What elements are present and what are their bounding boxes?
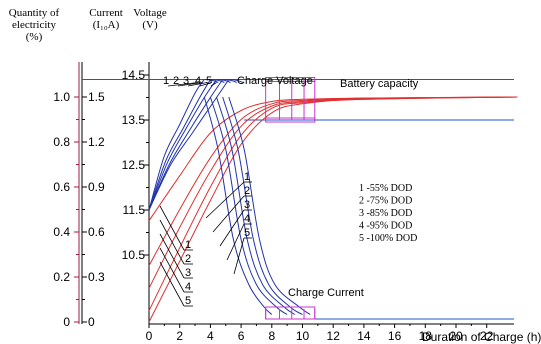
- current-tick-label: 0.9: [88, 180, 105, 194]
- bottom-series-number: 4: [185, 281, 191, 293]
- current-tick-label: 0.3: [88, 270, 105, 284]
- capacity-curve-3: [149, 97, 517, 288]
- quantity-tick-label: 0.4: [53, 225, 70, 239]
- bottom-series-number: 3: [185, 267, 191, 279]
- mid-leader-line: [206, 182, 244, 218]
- quantity-tick-label: 0.8: [53, 135, 70, 149]
- voltage-tick-label: 13.5: [122, 113, 146, 127]
- top-series-number: 5: [206, 75, 212, 87]
- x-tick-label: 4: [207, 329, 214, 343]
- mid-series-number: 3: [244, 199, 250, 211]
- legend-entry-1: 1 -55% DOD: [359, 183, 412, 194]
- top-series-number: 2: [173, 75, 179, 87]
- x-tick-label: 6: [238, 329, 245, 343]
- voltage-curve-3: [149, 80, 217, 211]
- x-axis-label: Duration of Charge (h): [422, 330, 541, 344]
- mid-series-number: 1: [244, 171, 250, 183]
- top-series-number: 1: [163, 75, 169, 87]
- bottom-series-number: 2: [185, 253, 191, 265]
- bottom-leader-line: [160, 234, 184, 278]
- current-tick-label: 1.2: [88, 135, 105, 149]
- mid-series-number: 2: [244, 185, 250, 197]
- charge-voltage-label: Charge Voltage: [237, 75, 313, 87]
- legend-entry-4: 4 -95% DOD: [359, 221, 412, 232]
- x-tick-label: 2: [176, 329, 183, 343]
- x-tick-label: 10: [296, 329, 310, 343]
- x-tick-label: 14: [357, 329, 371, 343]
- mid-series-number: 4: [244, 213, 250, 225]
- quantity-tick-label: 0.6: [53, 180, 70, 194]
- charge-current-label: Charge Current: [288, 287, 364, 299]
- top-series-number: 3: [183, 75, 189, 87]
- bottom-series-number: 1: [185, 239, 191, 251]
- voltage-tick-label: 11.5: [123, 203, 146, 217]
- mid-series-number: 5: [244, 227, 250, 239]
- voltage-tick-label: 10.5: [122, 248, 146, 262]
- x-tick-label: 8: [268, 329, 275, 343]
- bottom-series-number: 5: [185, 295, 191, 307]
- battery-capacity-label: Battery capacity: [340, 78, 419, 90]
- mid-leader-line: [220, 210, 244, 246]
- voltage-tick-label: 12.5: [122, 158, 146, 172]
- quantity-tick-label: 0: [63, 315, 70, 329]
- current-tick-label: 0.6: [88, 225, 105, 239]
- mid-leader-line: [213, 196, 244, 232]
- current-tick-label: 0: [88, 315, 95, 329]
- current-tick-label: 1.5: [88, 90, 105, 104]
- x-tick-label: 12: [327, 329, 341, 343]
- legend-entry-2: 2 -75% DOD: [359, 196, 412, 207]
- voltage-curve-4: [149, 80, 223, 211]
- current-curve-3: [217, 97, 295, 315]
- x-tick-label: 16: [388, 329, 402, 343]
- legend-entry-5: 5 -100% DOD: [359, 233, 417, 244]
- x-tick-label: 0: [146, 329, 153, 343]
- bottom-leader-line: [160, 262, 184, 306]
- quantity-tick-label: 1.0: [53, 90, 70, 104]
- quantity-tick-label: 0.2: [53, 270, 70, 284]
- bottom-leader-line: [160, 248, 184, 292]
- capacity-curve-4: [149, 97, 517, 311]
- top-series-number: 4: [195, 75, 201, 87]
- legend-entry-3: 3 -85% DOD: [359, 208, 412, 219]
